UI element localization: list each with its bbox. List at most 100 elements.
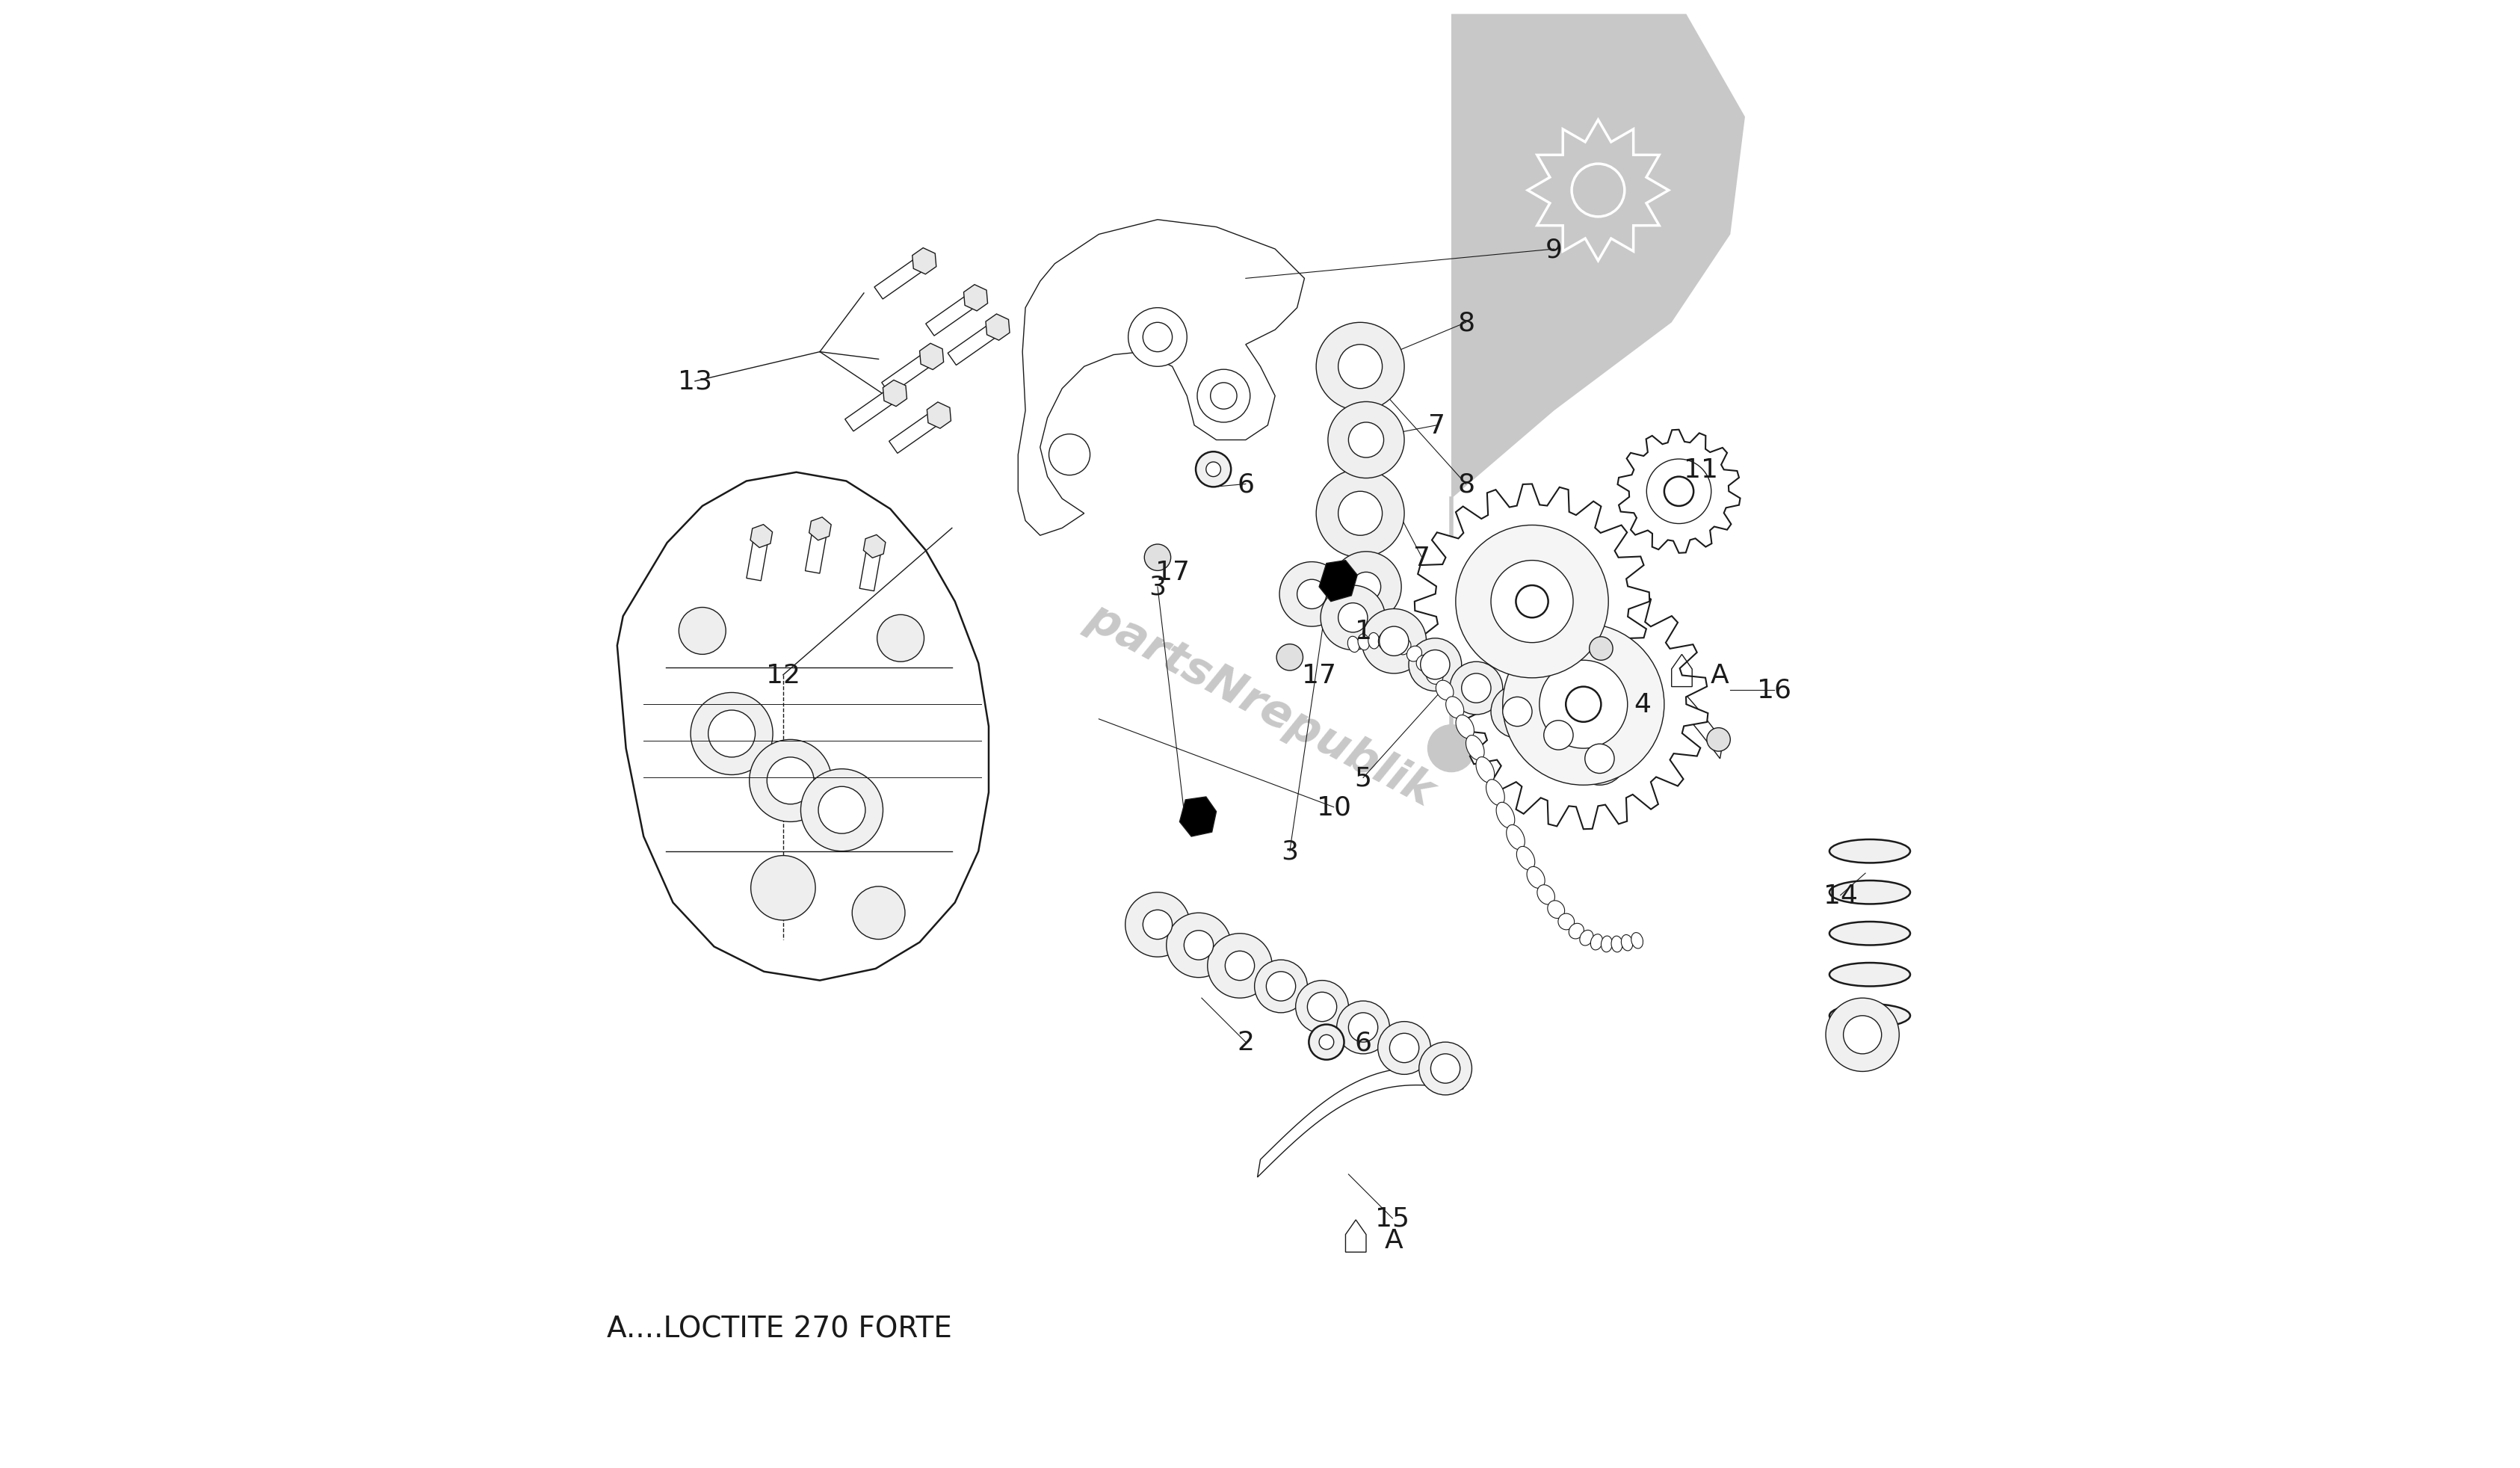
Circle shape bbox=[1184, 931, 1212, 960]
Circle shape bbox=[1298, 580, 1326, 609]
Text: 16: 16 bbox=[1756, 677, 1792, 703]
Circle shape bbox=[1265, 972, 1295, 1001]
Circle shape bbox=[1646, 459, 1711, 524]
Text: 14: 14 bbox=[1822, 882, 1857, 909]
Circle shape bbox=[877, 615, 925, 662]
Ellipse shape bbox=[1580, 931, 1593, 945]
Ellipse shape bbox=[1600, 937, 1613, 953]
Ellipse shape bbox=[1416, 655, 1431, 672]
Circle shape bbox=[1361, 609, 1426, 674]
Text: partsNrepublik: partsNrepublik bbox=[1079, 595, 1441, 815]
Polygon shape bbox=[1018, 220, 1303, 536]
Circle shape bbox=[1315, 470, 1404, 558]
Ellipse shape bbox=[1497, 803, 1515, 828]
Ellipse shape bbox=[1830, 963, 1910, 986]
Circle shape bbox=[678, 608, 726, 655]
Ellipse shape bbox=[1507, 825, 1525, 850]
Text: 6: 6 bbox=[1237, 471, 1255, 498]
Circle shape bbox=[1515, 586, 1547, 618]
Circle shape bbox=[1320, 586, 1386, 650]
Circle shape bbox=[852, 887, 905, 940]
Circle shape bbox=[1419, 1042, 1472, 1095]
Ellipse shape bbox=[1620, 935, 1633, 951]
Circle shape bbox=[1378, 1022, 1431, 1075]
Polygon shape bbox=[1257, 1067, 1467, 1177]
Circle shape bbox=[1489, 686, 1542, 738]
Ellipse shape bbox=[1389, 636, 1399, 652]
Circle shape bbox=[1331, 552, 1401, 622]
Polygon shape bbox=[985, 314, 1011, 341]
Ellipse shape bbox=[1396, 640, 1411, 655]
Text: 3: 3 bbox=[1149, 574, 1167, 600]
Circle shape bbox=[1225, 951, 1255, 981]
Circle shape bbox=[1328, 402, 1404, 479]
Text: 12: 12 bbox=[766, 662, 799, 688]
Polygon shape bbox=[925, 292, 980, 336]
Ellipse shape bbox=[1830, 840, 1910, 863]
Polygon shape bbox=[874, 255, 927, 299]
Text: 10: 10 bbox=[1315, 794, 1351, 821]
Ellipse shape bbox=[1830, 881, 1910, 904]
Circle shape bbox=[1338, 603, 1368, 633]
Circle shape bbox=[1142, 323, 1172, 352]
Circle shape bbox=[1207, 934, 1273, 998]
Polygon shape bbox=[920, 344, 942, 370]
Circle shape bbox=[1565, 687, 1600, 722]
Circle shape bbox=[1585, 744, 1613, 774]
Circle shape bbox=[1502, 624, 1663, 785]
Circle shape bbox=[1542, 721, 1572, 750]
Ellipse shape bbox=[1830, 922, 1910, 945]
Circle shape bbox=[751, 856, 814, 920]
Circle shape bbox=[1295, 981, 1348, 1033]
Ellipse shape bbox=[1406, 646, 1421, 662]
Circle shape bbox=[708, 711, 756, 757]
Ellipse shape bbox=[1348, 637, 1358, 653]
Text: 4: 4 bbox=[1633, 691, 1651, 718]
Ellipse shape bbox=[1537, 885, 1555, 904]
Polygon shape bbox=[890, 410, 942, 454]
Ellipse shape bbox=[1358, 634, 1368, 650]
Circle shape bbox=[1338, 492, 1381, 536]
Polygon shape bbox=[1318, 561, 1356, 602]
Circle shape bbox=[1048, 435, 1089, 476]
Circle shape bbox=[1348, 423, 1383, 458]
Text: 7: 7 bbox=[1414, 545, 1429, 571]
Circle shape bbox=[1338, 345, 1381, 389]
Circle shape bbox=[1144, 545, 1169, 571]
Text: 15: 15 bbox=[1376, 1205, 1409, 1232]
Circle shape bbox=[1419, 650, 1449, 680]
Circle shape bbox=[1462, 674, 1489, 703]
Circle shape bbox=[1124, 893, 1189, 957]
Polygon shape bbox=[1595, 646, 1724, 759]
Text: 9: 9 bbox=[1545, 236, 1562, 263]
Polygon shape bbox=[1414, 484, 1648, 719]
Polygon shape bbox=[963, 285, 988, 311]
Circle shape bbox=[1194, 452, 1230, 487]
Circle shape bbox=[1572, 164, 1623, 217]
Circle shape bbox=[1426, 725, 1474, 772]
Circle shape bbox=[690, 693, 774, 775]
Polygon shape bbox=[864, 536, 885, 558]
Circle shape bbox=[819, 787, 864, 834]
Polygon shape bbox=[1431, 15, 1744, 734]
Polygon shape bbox=[1527, 120, 1668, 261]
Text: 17: 17 bbox=[1154, 559, 1189, 586]
Circle shape bbox=[1663, 477, 1693, 506]
Ellipse shape bbox=[1590, 934, 1603, 950]
Polygon shape bbox=[882, 351, 935, 395]
Circle shape bbox=[1389, 1033, 1419, 1063]
Circle shape bbox=[766, 757, 814, 804]
Circle shape bbox=[1588, 637, 1613, 661]
Ellipse shape bbox=[1610, 937, 1623, 953]
Circle shape bbox=[1315, 323, 1404, 411]
Ellipse shape bbox=[1547, 901, 1565, 919]
Circle shape bbox=[1210, 383, 1237, 410]
Polygon shape bbox=[912, 248, 935, 275]
Ellipse shape bbox=[1477, 757, 1494, 782]
Circle shape bbox=[1351, 573, 1381, 602]
Ellipse shape bbox=[1378, 633, 1389, 649]
Polygon shape bbox=[1459, 580, 1709, 829]
Circle shape bbox=[1142, 910, 1172, 940]
Circle shape bbox=[1280, 562, 1343, 627]
Circle shape bbox=[1431, 1054, 1459, 1083]
